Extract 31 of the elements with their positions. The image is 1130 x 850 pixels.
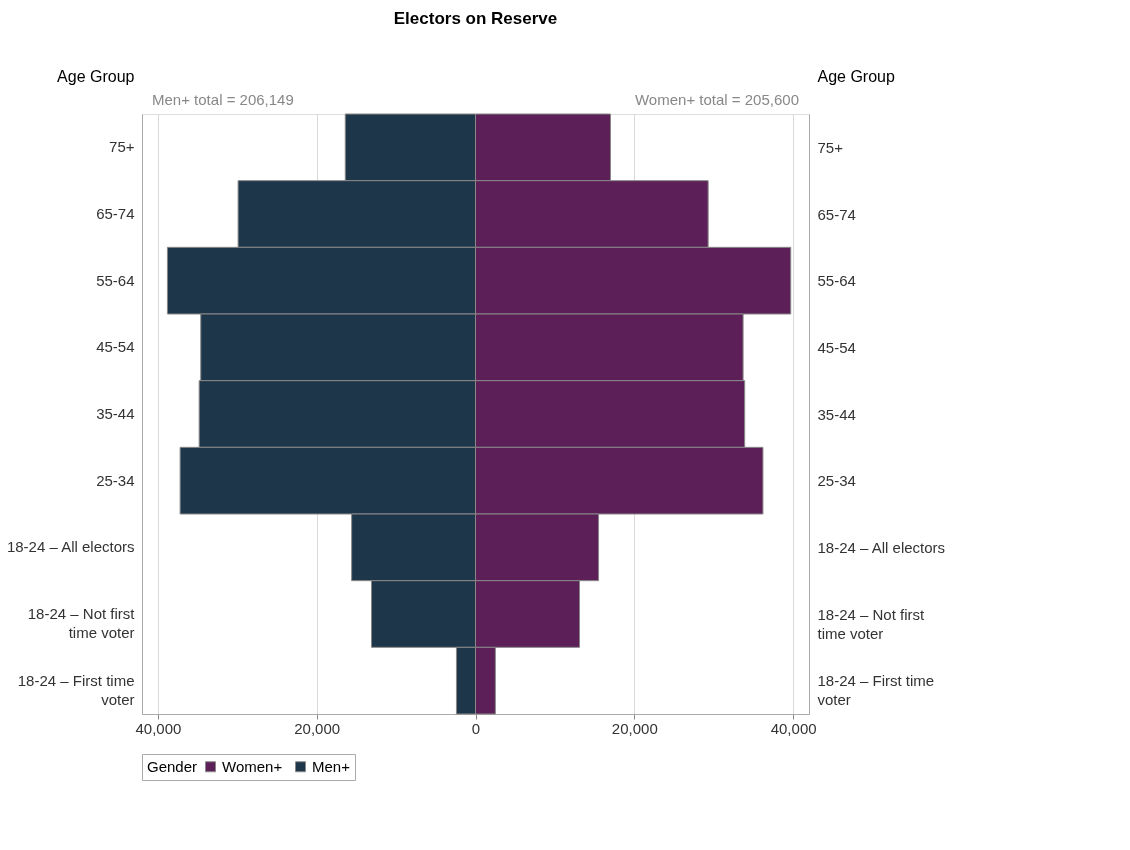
text: Women+ total = 205,600 (634, 91, 799, 108)
category-label: 18-24 – First time voter (17, 671, 135, 708)
y-tick-label: 45-54 (817, 338, 856, 356)
y-tick-label: 18-24 – First time voter (817, 672, 935, 709)
chart-title: Electors on Reserve (393, 9, 558, 28)
category-label: 45-54 (96, 338, 135, 356)
x-tick-label: 40,000 (135, 719, 182, 737)
x-tick-label: 0 (471, 719, 481, 737)
category-label: 25-34 (96, 471, 135, 489)
y-axis-title: Age Group (57, 67, 135, 85)
category-label: 75+ (109, 138, 135, 156)
legend-label: Men+ (312, 757, 351, 775)
legend-title: Gender (147, 758, 198, 775)
y2-axis-title: Age Group (817, 67, 895, 85)
y-tick-label: 25-34 (817, 472, 856, 490)
category-label: 18-24 – Not first time voter (27, 605, 135, 641)
x-tick-label: 20,000 (611, 719, 658, 737)
y-tick-label: 55-64 (817, 272, 856, 290)
x-tick-label: 40,000 (770, 719, 817, 737)
x-tick-label: 20,000 (294, 719, 341, 737)
y-tick-label: 35-44 (817, 405, 856, 423)
category-label: 65-74 (96, 205, 135, 222)
y-tick-label: 18-24 – All electors (817, 538, 946, 556)
category-label: 18-24 – All electors (6, 538, 135, 556)
y-tick-label: 18-24 – Not first time voter (817, 605, 926, 642)
y-tick-label: 65-74 (817, 205, 856, 223)
legend-label: Women+ (222, 757, 283, 775)
category-label: 55-64 (96, 271, 135, 289)
text: Men+ total = 206,149 (152, 91, 294, 108)
category-label: 35-44 (96, 405, 135, 422)
y-tick-label: 75+ (817, 138, 844, 156)
